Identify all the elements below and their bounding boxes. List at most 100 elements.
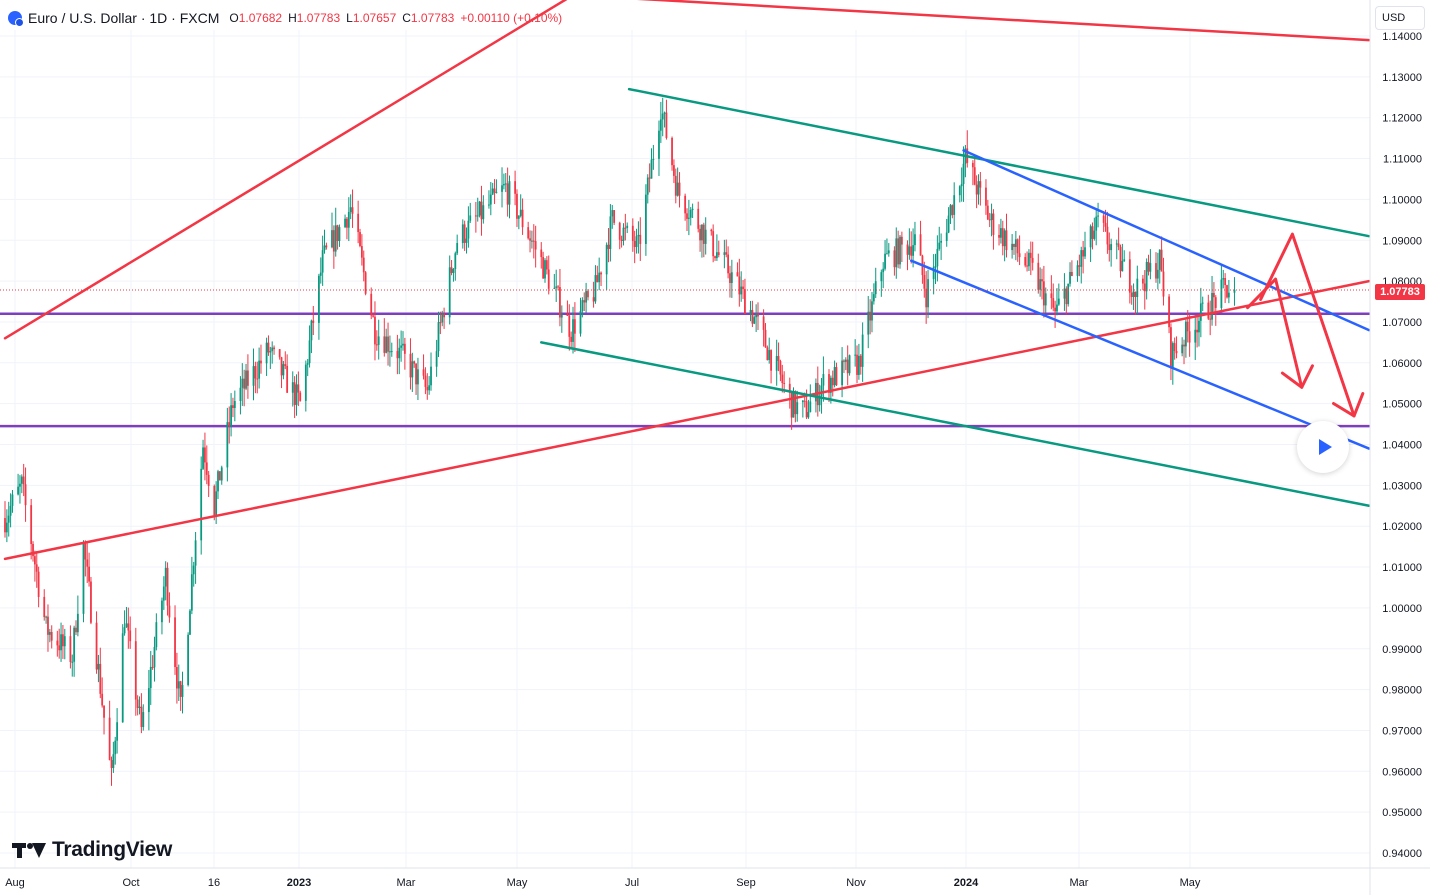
candle-body [663,112,666,114]
candle-body [736,272,739,277]
candle-body [177,681,180,689]
x-tick-label: Aug [5,877,25,889]
candle-body [568,315,571,337]
logo-text: TradingView [52,838,173,861]
candle-body [801,400,804,403]
candle-body [1005,230,1008,251]
candle-body [1106,226,1109,245]
candle-body [794,391,797,415]
candle-body [30,505,33,544]
candle-body [927,279,929,308]
close-label: C [402,11,411,25]
candle-body [753,317,756,324]
candle-body [207,474,210,486]
candle-body [527,227,530,239]
candle-body [280,357,283,376]
candle-body [1065,288,1068,305]
candle-body [856,354,858,375]
candle-body [415,363,417,385]
candle-body [452,269,455,273]
candle-body [138,706,141,708]
candle-body [1063,288,1066,299]
candle-body [570,336,573,342]
candle-body [463,224,466,243]
candle-body [895,238,898,268]
candle-body [465,238,468,243]
candle-body [155,622,158,647]
candle-body [1181,344,1184,354]
candle-body [545,260,548,270]
candle-body [1162,271,1165,297]
replay-button[interactable] [1297,421,1349,473]
candle-body [684,195,687,214]
candle-body [140,706,143,727]
candle-body [1054,307,1056,312]
candle-body [424,375,427,387]
candle-body [1056,304,1058,312]
candle-body [32,543,34,557]
candle-body [585,291,588,303]
candle-body [35,564,38,572]
candle-body [658,130,660,159]
candle-body [62,634,64,647]
y-tick-label: 1.14000 [1382,31,1422,43]
candle-body [192,565,195,575]
candle-body [521,209,524,228]
candle-body [1110,244,1113,251]
price-axis[interactable]: 1.14000 1.13000 1.12000 1.11000 1.10000 1.090… [1369,0,1422,895]
candle-body [674,175,677,196]
candle-body [56,640,59,646]
candle-body [45,616,48,618]
candle-body [110,760,113,769]
candle-body [76,613,79,633]
candle-body [202,447,204,469]
candle-body [673,165,675,176]
candle-body [319,272,322,276]
candle-body [516,193,518,219]
candle-body [960,183,963,187]
y-tick-label: 1.00000 [1382,603,1422,615]
y-tick-label: 0.94000 [1382,848,1422,860]
candle-body [1209,318,1212,320]
symbol-header[interactable]: Euro / U.S. Dollar · 1D · FXCM O1.07682 … [8,8,562,28]
candle-body [990,213,993,220]
candle-body [661,113,664,120]
candle-body [704,229,707,244]
candle-body [114,740,117,755]
time-axis[interactable]: Aug Oct 16 2023 Mar May Jul Sep Nov 2024 Mar May [0,867,1430,889]
candle-body [714,256,716,259]
candle-body [375,344,378,346]
candle-body [951,205,954,215]
candle-body [803,400,806,402]
candle-body [1014,239,1017,247]
candle-body [441,313,444,323]
candle-body [1039,279,1042,290]
candle-body [243,378,246,389]
candle-body [474,215,477,217]
tradingview-logo[interactable]: TradingView [12,838,172,862]
candle-body [217,471,219,492]
candle-body [740,286,743,295]
candle-body [241,378,244,388]
symbol-title[interactable]: Euro / U.S. Dollar · 1D · FXCM [28,10,220,26]
candle-body [396,351,399,359]
candle-body [796,402,799,415]
candle-body [644,194,647,244]
candle-body [1029,252,1032,258]
candle-body [598,272,601,283]
currency-button[interactable]: USD [1375,6,1425,30]
y-tick-label: 1.07000 [1382,317,1422,329]
candle-body [84,542,87,560]
candle-body [1222,278,1225,280]
candle-body [792,391,795,418]
candle-body [897,238,900,265]
candle-body [194,540,197,566]
candle-body [557,286,559,288]
candle-body [213,485,216,516]
candle-body [751,309,754,324]
candle-body [710,229,713,232]
candle-body [618,222,621,240]
candle-body [103,705,105,718]
candle-body [874,281,877,295]
